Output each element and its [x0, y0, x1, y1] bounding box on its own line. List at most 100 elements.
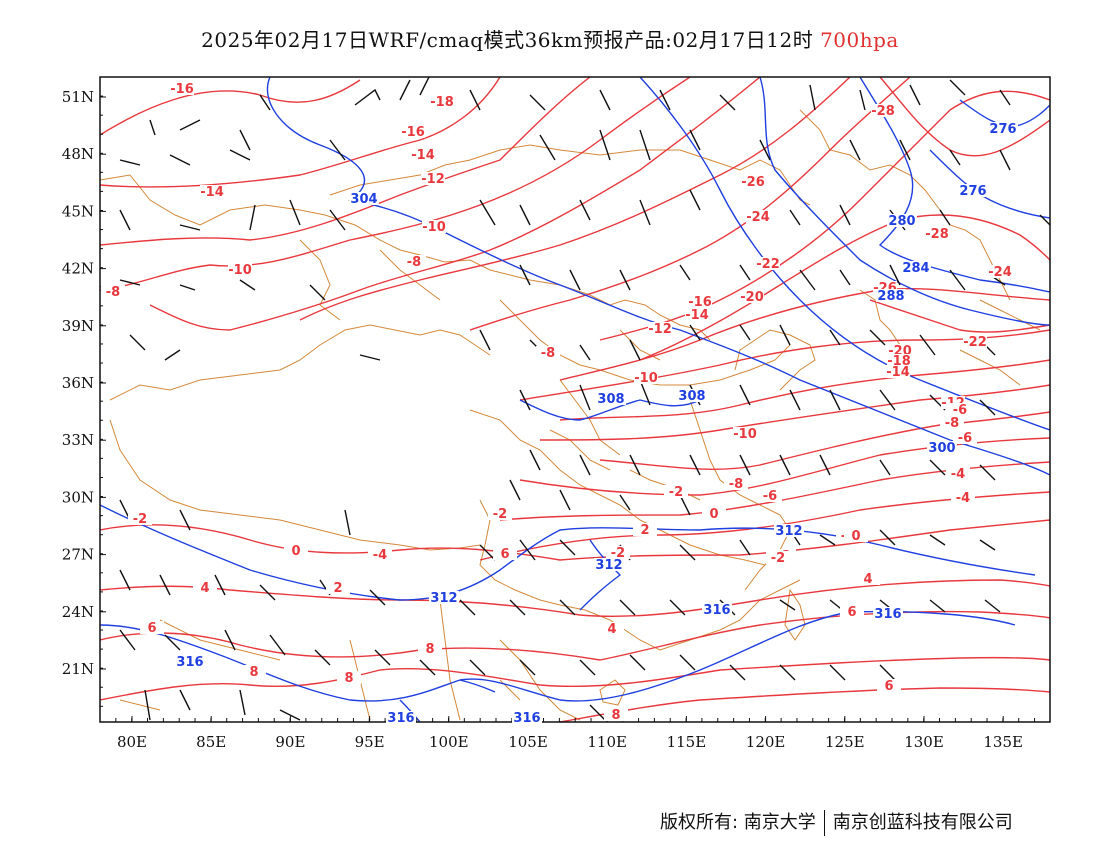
- wind-barb: [119, 279, 326, 301]
- temp-contour-label: 8: [249, 665, 258, 680]
- height-contour-label: 312: [430, 591, 457, 606]
- wind-barb: [809, 79, 1011, 111]
- temp-label-bg: [948, 403, 972, 416]
- wind-barb: [459, 599, 736, 616]
- latitude-axis: 51N 48N 45N 42N 39N 36N 33N 30N 27N 24N 21N: [62, 76, 106, 707]
- isotherm-line: [559, 687, 1050, 722]
- lat-tick-label: 51N: [62, 88, 94, 106]
- isotherm-line: [100, 579, 1050, 617]
- height-label-bg: [958, 184, 988, 197]
- temp-contour-label: -10: [228, 263, 252, 278]
- footer-divider: [823, 810, 825, 836]
- temp-contour-label: -28: [871, 104, 895, 119]
- copyright-footer: 版权所有: 南京大学 南京创蓝科技有限公司: [660, 808, 1013, 836]
- temp-contour-label: -16: [401, 125, 425, 140]
- height-contour-label: 312: [595, 558, 622, 573]
- temp-label-bg: [664, 485, 688, 498]
- copyright-right: 南京创蓝科技有限公司: [832, 812, 1013, 833]
- temp-contour-label: -2: [771, 551, 785, 566]
- isotherm-line: [100, 77, 591, 246]
- lon-tick-label: 80E: [117, 733, 147, 751]
- height-line: [959, 99, 1050, 127]
- isotherm-line: [149, 77, 761, 331]
- temp-contour-label: -10: [634, 371, 658, 386]
- temp-label-bg: [200, 185, 224, 198]
- temp-contour-label: -4: [373, 548, 387, 563]
- wind-barb: [839, 264, 1006, 291]
- temp-contour-label: -10: [733, 427, 757, 442]
- temp-contour-label: -6: [958, 431, 972, 446]
- temp-label-bg: [746, 210, 770, 223]
- height-line: [266, 77, 1050, 476]
- temp-contour-label: -2: [669, 485, 683, 500]
- temp-label-bg: [402, 255, 426, 268]
- height-contour-label: 308: [678, 389, 705, 404]
- border-tibet: [109, 324, 491, 401]
- temp-label-bg: [493, 547, 517, 560]
- height-label-bg: [927, 441, 957, 454]
- isotherm-line: [299, 77, 851, 321]
- temp-contour-label: 8: [611, 708, 620, 723]
- temp-label-bg: [888, 344, 912, 357]
- temp-contour-label: -14: [200, 185, 224, 200]
- lon-tick-label: 135E: [983, 733, 1023, 751]
- lat-tick-label: 48N: [62, 145, 94, 163]
- temp-label-bg: [844, 529, 868, 542]
- lat-tick-label: 30N: [62, 488, 94, 506]
- wind-barb: [539, 129, 771, 161]
- isotherm-layer: [100, 77, 1050, 722]
- border-misc-1: [299, 239, 621, 456]
- temp-contour-label: 8: [344, 671, 353, 686]
- isotherm-line: [100, 519, 1050, 561]
- temp-contour-label: 0: [851, 529, 860, 544]
- temp-label-bg: [170, 82, 194, 95]
- border-central: [469, 409, 766, 566]
- height-contour-label: 316: [874, 607, 901, 622]
- height-label-bg: [702, 603, 732, 616]
- height-contour-label: 300: [928, 441, 955, 456]
- lat-tick-label: 39N: [62, 317, 94, 335]
- height-contour-label: 316: [703, 603, 730, 618]
- border-hainan: [599, 679, 626, 706]
- height-label-bg: [386, 711, 416, 724]
- temp-label-bg: [988, 265, 1012, 278]
- height-contour-label: 288: [877, 289, 904, 304]
- lon-tick-label: 85E: [196, 733, 226, 751]
- lat-tick-label: 24N: [62, 603, 94, 621]
- temp-contour-label: 4: [607, 622, 616, 637]
- wind-barb: [629, 654, 896, 681]
- temp-contour-label: 6: [847, 605, 856, 620]
- temp-contour-label: -14: [886, 365, 910, 380]
- temp-contour-label: -2: [611, 546, 625, 561]
- isotherm-line: [599, 411, 1050, 470]
- isotherm-line: [469, 77, 911, 331]
- temp-label-bg: [284, 544, 308, 557]
- temp-label-bg: [840, 605, 864, 618]
- wind-barb: [119, 629, 286, 656]
- height-label-bg: [349, 192, 379, 205]
- height-contour-label: 316: [176, 655, 203, 670]
- temp-label-bg: [963, 335, 987, 348]
- temp-label-bg: [101, 285, 125, 298]
- temp-contour-label: -14: [685, 308, 709, 323]
- temp-label-bg: [648, 322, 672, 335]
- height-contour-label: 284: [902, 261, 929, 276]
- lon-tick-label: 105E: [508, 733, 548, 751]
- temp-label-bg: [488, 507, 512, 520]
- temp-contour-label: -4: [956, 491, 970, 506]
- isotherm-line: [559, 359, 1050, 421]
- temp-label-bg: [856, 572, 880, 585]
- coastline-south: [609, 579, 801, 651]
- temp-contour-label: -2: [493, 507, 507, 522]
- temp-label-bg: [430, 95, 454, 108]
- title-main: 2025年02月17日WRF/cmaq模式36km预报产品:02月17日12时: [201, 28, 814, 52]
- height-line: [929, 149, 1050, 219]
- country-border-mongolia: [329, 144, 811, 206]
- lat-tick-label: 33N: [62, 431, 94, 449]
- wind-barb: [119, 199, 346, 231]
- temp-contour-label: -12: [648, 322, 672, 337]
- temp-contour-label: -26: [741, 175, 765, 190]
- temp-contour-label: 2: [333, 581, 342, 596]
- temp-contour-label: -6: [763, 489, 777, 504]
